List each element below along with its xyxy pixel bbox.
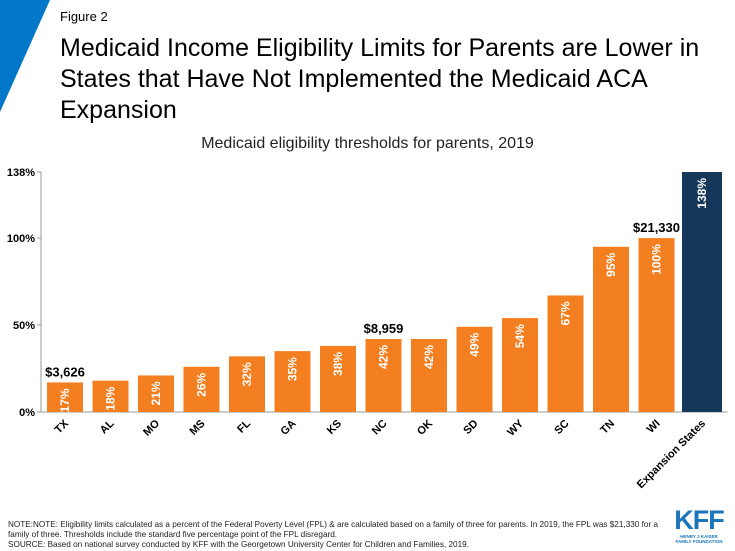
y-tick-label: 50% [13, 320, 35, 332]
bar-value-label: 17% [58, 388, 72, 412]
y-tick-label: 0% [19, 407, 35, 419]
kff-logo-line2: FAMILY FOUNDATION [675, 539, 723, 544]
bar [274, 351, 311, 412]
chart-title: Medicaid eligibility thresholds for pare… [201, 135, 534, 152]
bar-value-label: 21% [149, 381, 163, 405]
x-tick-label: NC [370, 418, 390, 438]
bar-value-label: 35% [286, 357, 300, 381]
bar [320, 345, 356, 412]
page-title: Medicaid Income Eligibility Limits for P… [60, 34, 700, 124]
bar [411, 338, 447, 412]
bar [183, 366, 220, 412]
kff-logo-mark: KFF [674, 505, 724, 535]
bar [92, 380, 129, 412]
x-tick-label: KS [325, 418, 344, 437]
y-tick-label: 138% [7, 167, 35, 179]
x-tick-label: AL [98, 417, 117, 436]
y-tick-label: 100% [7, 233, 35, 245]
kff-logo: KFF HENRY J KAISER FAMILY FOUNDATION [668, 505, 730, 545]
bar-value-label: 18% [104, 386, 118, 410]
x-tick-label: MO [141, 417, 162, 438]
annotation-label: $21,330 [633, 220, 680, 235]
bar [638, 238, 675, 412]
bar [138, 375, 174, 412]
x-tick-label: TX [53, 417, 72, 436]
bar [456, 326, 493, 412]
bar [365, 338, 402, 412]
bar [547, 295, 584, 412]
figure-label: Figure 2 [60, 9, 108, 24]
annotation-label: $8,959 [364, 321, 404, 336]
bar-value-label: 42% [422, 345, 436, 369]
bar-value-label: 138% [695, 178, 709, 209]
bar-value-label: 95% [604, 252, 618, 276]
bar-value-label: 42% [377, 345, 391, 369]
corner-accent-triangle [0, 0, 50, 112]
bar [502, 318, 538, 412]
x-tick-label: SC [552, 418, 571, 437]
bar-chart: 0% 50% 100% 138% 17% TX $3,626 18% AL 21% MO 26% MS 3… [7, 167, 728, 491]
bar-value-label: 32% [240, 362, 254, 386]
footnote-source: SOURCE: Based on national survey conduct… [8, 540, 469, 549]
bar-value-label: 100% [650, 244, 664, 275]
bar [47, 382, 83, 412]
footnote: NOTE:NOTE: Eligibility limits calculated… [8, 520, 668, 550]
bar [682, 172, 722, 412]
kff-logo-line1: HENRY J KAISER [680, 534, 718, 539]
x-tick-label: FL [235, 417, 253, 435]
bar-value-label: 54% [513, 324, 527, 348]
bar-value-label: 67% [559, 301, 573, 325]
bar-value-label: 26% [195, 372, 209, 396]
x-tick-label: OK [415, 418, 435, 438]
bar-value-label: 49% [468, 332, 482, 356]
x-tick-label: WI [645, 418, 663, 436]
annotation-label: $3,626 [45, 364, 85, 379]
x-tick-label: SD [461, 418, 480, 437]
x-tick-label: GA [278, 418, 298, 438]
x-tick-label: MS [187, 418, 207, 438]
bar [593, 246, 629, 412]
bar-value-label: 38% [331, 352, 345, 376]
x-tick-label: TN [598, 418, 617, 437]
bar [229, 356, 265, 412]
x-tick-label: WY [505, 417, 526, 438]
footnote-note: NOTE:NOTE: Eligibility limits calculated… [8, 520, 659, 539]
